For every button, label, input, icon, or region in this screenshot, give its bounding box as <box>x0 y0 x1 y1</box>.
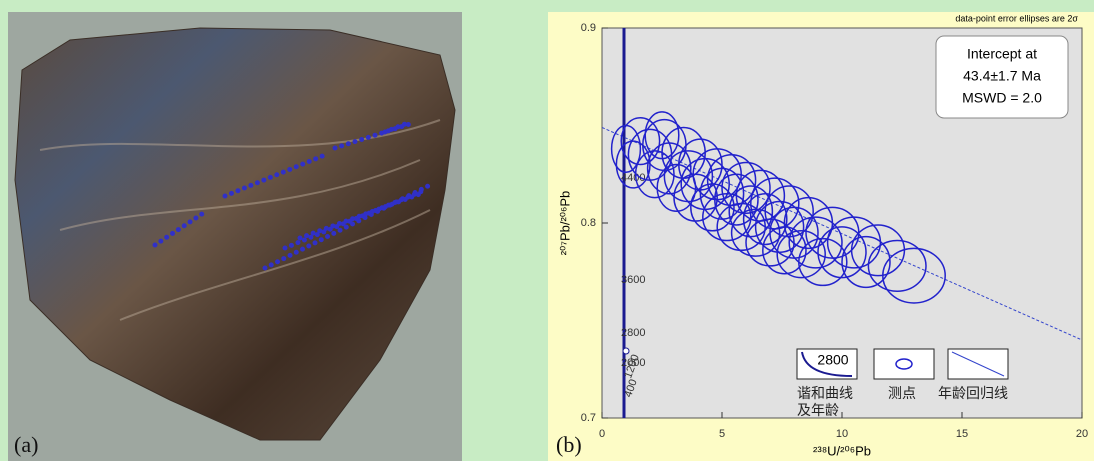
y-tick-label: 0.7 <box>581 412 596 424</box>
note: data-point error ellipses are 2σ <box>955 13 1078 23</box>
legend-sample: 2800 <box>817 352 848 368</box>
annotation: Intercept at <box>967 46 1037 62</box>
concordia-age: 2800 <box>621 327 645 339</box>
page: {"panel_a": {"label": "(a)"}, "chart_dat… <box>0 0 1094 461</box>
panel-label: (b) <box>556 432 582 457</box>
x-tick-label: 5 <box>719 428 725 440</box>
x-tick-label: 15 <box>956 428 968 440</box>
panel-label: (a) <box>14 432 38 457</box>
legend-label: 及年龄 <box>797 403 839 419</box>
annotation: MSWD = 2.0 <box>962 90 1042 106</box>
figure: (a) data-point error ellipses are 2σ (b)… <box>0 0 1094 461</box>
x-tick-label: 20 <box>1076 428 1088 440</box>
legend-label: 谐和曲线 <box>797 386 853 402</box>
legend-label: 年龄回归线 <box>938 385 1008 402</box>
annotation: 43.4±1.7 Ma <box>963 68 1041 84</box>
x-axis-label: ²³⁸U/²⁰⁶Pb <box>813 443 871 458</box>
legend-box <box>874 349 934 379</box>
y-tick-label: 0.8 <box>581 217 596 229</box>
y-axis-label: ²⁰⁷Pb/²⁰⁶Pb <box>557 191 572 256</box>
x-tick-label: 10 <box>836 428 848 440</box>
concordia-age: 3600 <box>621 274 645 286</box>
concordia-marker <box>623 348 629 354</box>
legend-label: 测点 <box>888 386 916 402</box>
y-tick-label: 0.9 <box>581 22 596 34</box>
x-tick-label: 0 <box>599 428 605 440</box>
